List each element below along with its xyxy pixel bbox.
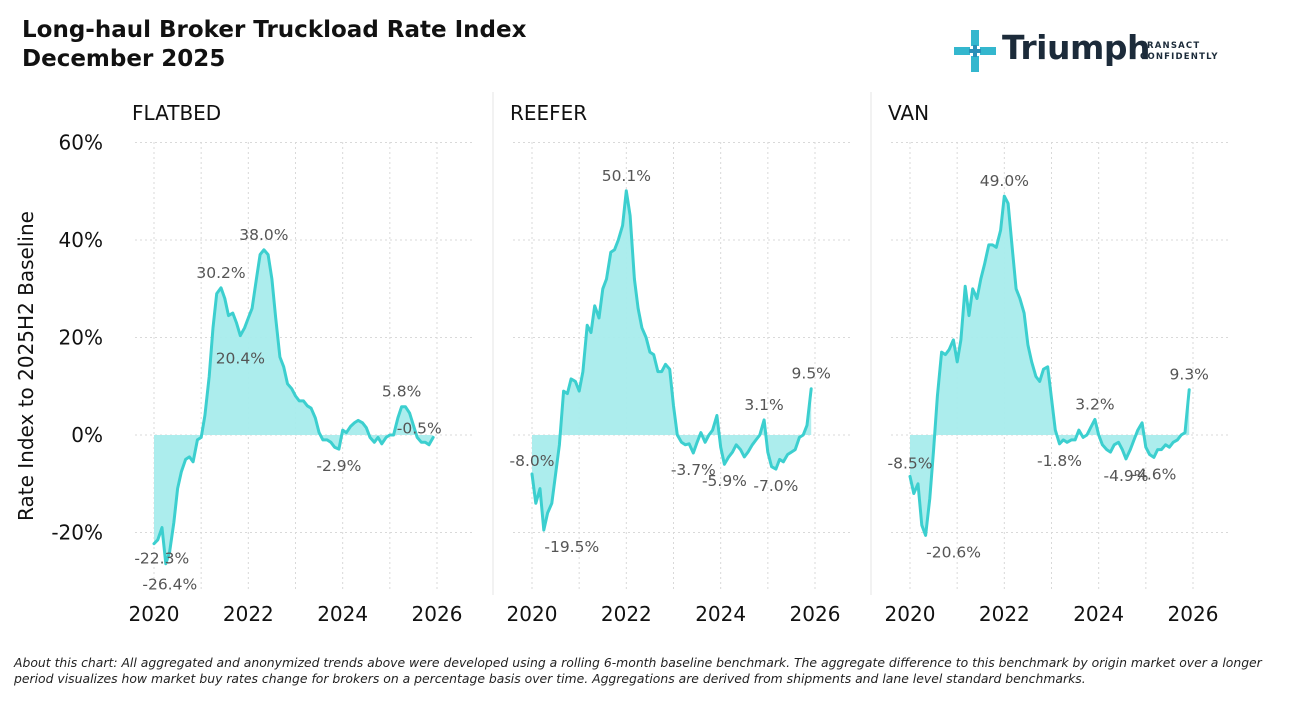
data-label: 50.1% <box>602 167 651 185</box>
chart-subtitle: December 2025 <box>22 46 226 72</box>
x-tick-label: 2026 <box>790 602 841 626</box>
data-label: 20.4% <box>216 350 265 368</box>
area-flatbed <box>154 249 434 564</box>
x-tick-label: 2024 <box>695 602 746 626</box>
logo-name: Triumph <box>1002 28 1150 67</box>
x-tick-label: 2022 <box>223 602 274 626</box>
data-label: -8.5% <box>888 454 933 472</box>
x-tick-label: 2022 <box>601 602 652 626</box>
data-label: 3.1% <box>744 396 783 414</box>
data-label: 9.3% <box>1170 366 1209 384</box>
y-axis-label: Rate Index to 2025H2 Baseline <box>14 211 38 521</box>
y-tick-label: 0% <box>71 423 103 447</box>
footer-note: About this chart: All aggregated and ano… <box>14 655 1262 686</box>
data-label: -8.0% <box>510 452 555 470</box>
logo-tagline-line1: TRANSACT <box>1140 41 1201 51</box>
panel-title-van: VAN <box>888 101 929 125</box>
series-line-reefer <box>530 189 813 532</box>
x-tick-label: 2020 <box>129 602 180 626</box>
triumph-cross-icon <box>954 30 996 72</box>
header: Long-haul Broker Truckload Rate Index De… <box>22 16 526 74</box>
area-reefer <box>532 190 812 531</box>
x-tick-label: 2024 <box>1073 602 1124 626</box>
data-label: 3.2% <box>1075 395 1114 413</box>
data-label: -20.6% <box>926 543 981 561</box>
x-tick-label: 2020 <box>885 602 936 626</box>
series-line-van <box>908 194 1191 537</box>
x-tick-label: 2026 <box>1168 602 1219 626</box>
data-label: -3.7% <box>671 461 716 479</box>
data-label: -22.3% <box>134 550 189 568</box>
x-tick-label: 2020 <box>507 602 558 626</box>
data-label: -26.4% <box>142 576 197 594</box>
data-label: -5.9% <box>702 472 747 490</box>
x-tick-label: 2026 <box>412 602 463 626</box>
y-tick-label: 60% <box>59 131 103 155</box>
data-label: -0.5% <box>397 419 442 437</box>
data-label: -4.6% <box>1131 465 1176 483</box>
data-label: -2.9% <box>316 457 361 475</box>
data-label: 30.2% <box>196 264 245 282</box>
chart-title: Long-haul Broker Truckload Rate Index <box>22 17 527 43</box>
series-line-flatbed <box>152 248 435 566</box>
y-tick-label: 40% <box>59 228 103 252</box>
data-label: -7.0% <box>753 477 798 495</box>
data-label: 5.8% <box>382 383 421 401</box>
logo-tagline-line2: CONFIDENTLY <box>1140 52 1219 62</box>
y-tick-label: -20% <box>51 521 103 545</box>
data-label: -19.5% <box>544 538 599 556</box>
data-label: -4.9% <box>1104 467 1149 485</box>
data-label: 49.0% <box>980 172 1029 190</box>
rate-index-chart: Rate Index to 2025H2 Baseline -20% 0% 20% 40… <box>14 92 1228 626</box>
data-label: -1.8% <box>1037 452 1082 470</box>
panel-title-flatbed: FLATBED <box>132 101 221 125</box>
data-label: 38.0% <box>239 226 288 244</box>
x-tick-label: 2022 <box>979 602 1030 626</box>
x-tick-label: 2024 <box>317 602 368 626</box>
data-label: 9.5% <box>792 365 831 383</box>
logo-tagline: TRANSACT CONFIDENTLY <box>1140 41 1219 63</box>
panel-title-reefer: REEFER <box>510 101 587 125</box>
y-tick-label: 20% <box>59 326 103 350</box>
area-van <box>910 196 1190 536</box>
